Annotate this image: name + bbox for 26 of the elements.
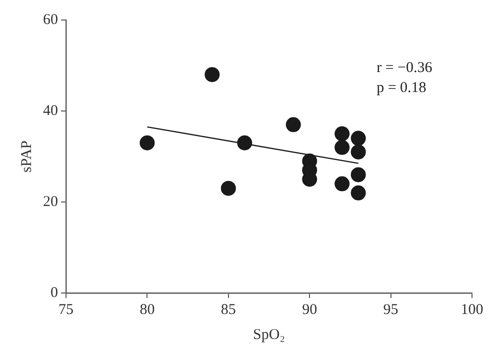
- point: [286, 117, 301, 132]
- x-tick-label: 100: [460, 302, 484, 318]
- point: [350, 185, 366, 200]
- y-axis-title: sPAP: [18, 140, 35, 172]
- x-tick-label: 90: [302, 302, 318, 318]
- y-tick-label: 40: [43, 102, 58, 119]
- y-tick-label: 60: [43, 12, 58, 28]
- point: [237, 135, 252, 150]
- y-tick-label: 20: [43, 194, 58, 210]
- point: [204, 67, 220, 82]
- annotation: r = −0.36: [376, 60, 433, 76]
- x-tick-label: 85: [220, 302, 236, 318]
- point: [334, 140, 350, 155]
- x-axis-title: SpO₂: [253, 326, 285, 343]
- x-tick-label: 95: [383, 302, 398, 318]
- point: [350, 144, 366, 160]
- point: [220, 180, 236, 196]
- x-tick-label: 75: [58, 302, 74, 318]
- annotation: p = 0.18: [376, 80, 426, 96]
- point: [350, 130, 366, 146]
- point: [140, 135, 155, 150]
- y-tick-label: 0: [50, 284, 58, 301]
- point: [350, 167, 366, 182]
- point: [334, 126, 350, 142]
- x-tick-label: 80: [140, 302, 155, 318]
- point: [334, 176, 350, 192]
